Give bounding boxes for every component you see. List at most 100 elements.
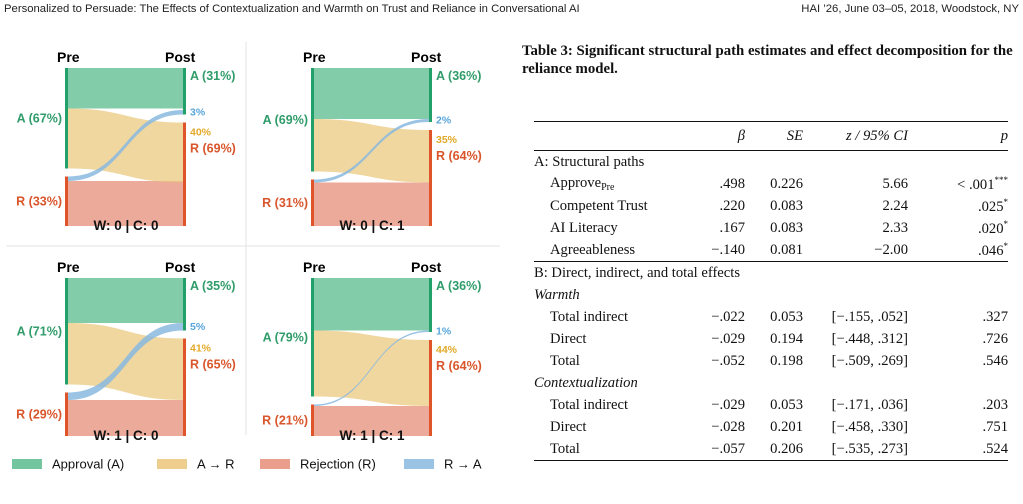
panel-title: W: 0 | C: 1 (339, 218, 405, 233)
running-header-title: Personalized to Persuade: The Effects of… (4, 3, 580, 15)
col-header-se: SE (786, 127, 803, 144)
flow-rejection-to-approval (68, 110, 183, 181)
post-rejection-bar (429, 340, 432, 436)
table-row: AI Literacy .167 0.083 2.33.020* (534, 217, 1008, 239)
post-rejection-bar (183, 122, 186, 226)
sankey-panel: Pre Post A (71%) R (29%) A (35%) 5% 41% R (65%)… (16, 259, 236, 443)
sankey-panel: Pre Post A (67%) R (33%) A (31%) 3% 40% R (69%)… (16, 49, 236, 233)
pre-rejection-label: R (33%) (16, 194, 62, 208)
flow-approval-stay (68, 68, 183, 109)
sankey-panels: Pre Post A (67%) R (33%) A (31%) 3% 40% R (69%)… (16, 49, 482, 443)
post-column-label: Post (411, 259, 442, 275)
sankey-panel: Pre Post A (69%) R (31%) A (36%) 2% 35% R (64%)… (262, 49, 482, 233)
post-approval-bar (429, 68, 432, 122)
col-header-label (534, 122, 692, 151)
row-label-text: AI Literacy (550, 219, 618, 236)
row-label-text: Approve (550, 175, 602, 191)
panel-title: W: 1 | C: 1 (339, 428, 405, 443)
section-heading-row: B: Direct, indirect, and total effects (534, 261, 1008, 285)
section-b-title: B: Direct, indirect, and total effects (534, 264, 740, 281)
ci-cell: [−.155, .052] (831, 308, 908, 325)
pre-rejection-label: R (31%) (262, 196, 308, 210)
beta-cell: −.052 (711, 352, 745, 369)
flow-a-to-r-label: 40% (190, 127, 212, 139)
significance-stars: * (1003, 196, 1009, 207)
se-cell: 0.053 (770, 396, 803, 413)
row-label: Total (550, 440, 580, 457)
se-cell: 0.201 (770, 418, 803, 435)
flow-a-to-r-label: 44% (436, 344, 458, 356)
sankey-panel: Pre Post A (79%) R (21%) A (36%) 1% 44% R (64%)… (262, 259, 482, 443)
flow-approval-stay (68, 278, 183, 323)
table-row: Direct −.029 0.194 [−.448, .312] .726 (534, 328, 1008, 350)
beta-cell: .220 (719, 197, 745, 214)
flow-a-to-r-label: 41% (190, 343, 212, 355)
running-header-venue: HAI ’26, June 03–05, 2018, Woodstock, NY (801, 3, 1019, 15)
pre-approval-bar (311, 278, 314, 397)
flow-rejection-to-approval (314, 330, 429, 406)
section-heading-row: A: Structural paths (534, 150, 1008, 174)
row-label: Direct (550, 330, 587, 347)
flow-rejection-to-approval (68, 323, 183, 400)
se-cell: 0.053 (770, 308, 803, 325)
se-cell: 0.198 (770, 352, 803, 369)
row-label: Total indirect (550, 308, 628, 325)
table-row: Competent Trust .220 0.083 2.24.025* (534, 195, 1008, 217)
row-label: Competent Trust (534, 195, 692, 217)
row-label: Total (550, 352, 580, 369)
flow-r-to-a-label: 5% (190, 321, 206, 333)
flow-rejection-stay (314, 406, 429, 436)
p-cell: .327 (982, 308, 1008, 325)
table-row: Total −.052 0.198 [−.509, .269] .546 (534, 350, 1008, 372)
flow-a-to-r-label: 35% (436, 134, 458, 146)
col-header-beta: β (737, 127, 745, 144)
p-cell: .020* (908, 217, 1008, 239)
se-cell: 0.194 (770, 330, 803, 347)
row-label-text: Competent Trust (550, 197, 648, 214)
pre-approval-label: A (79%) (263, 330, 308, 344)
post-rejection-bar (183, 338, 186, 436)
p-value: .046 (977, 242, 1004, 259)
row-label-text: Agreeableness (550, 241, 636, 258)
p-cell: .726 (982, 330, 1008, 347)
post-approval-label: A (35%) (190, 279, 235, 293)
se-cell: 0.081 (770, 241, 803, 258)
pre-column-label: Pre (303, 259, 326, 275)
col-header-z-ci: z / 95% CI (845, 127, 908, 144)
group-name: Warmth (534, 286, 580, 303)
z-cell: −2.00 (874, 241, 908, 258)
post-approval-bar (183, 68, 186, 115)
flow-approval-stay (314, 68, 429, 119)
se-cell: 0.226 (770, 175, 803, 192)
ci-cell: [−.171, .036] (831, 396, 908, 413)
table-row: Total −.057 0.206 [−.535, .273] .524 (534, 438, 1008, 461)
flow-rejection-stay (68, 181, 183, 226)
pre-approval-label: A (67%) (17, 111, 62, 125)
pre-approval-bar (311, 68, 314, 172)
pre-approval-bar (65, 68, 68, 169)
row-label: Agreeableness (534, 239, 692, 262)
legend-label-r_to_a: R → A (444, 457, 482, 472)
flow-rejection-stay (68, 400, 183, 436)
pre-rejection-bar (65, 176, 68, 226)
legend-label-a_to_r: A → R (197, 457, 235, 472)
p-value: .020 (977, 220, 1004, 237)
legend-swatch-approval (12, 459, 42, 469)
post-column-label: Post (165, 259, 196, 275)
post-rejection-bar (429, 130, 432, 226)
se-cell: 0.083 (770, 219, 803, 236)
group-heading-row: Warmth (534, 284, 1008, 306)
pre-approval-label: A (71%) (17, 324, 62, 338)
se-cell: 0.206 (770, 440, 803, 457)
flow-r-to-a-label: 2% (436, 115, 452, 127)
section-a-title: A: Structural paths (534, 153, 645, 170)
table-caption: Table 3: Significant structural path est… (522, 43, 1013, 77)
flow-r-to-a-label: 1% (436, 325, 452, 337)
post-rejection-label: R (64%) (436, 149, 482, 163)
figure-legend: Approval (A) A → R Rejection (R) R → A (12, 457, 482, 472)
beta-cell: .167 (719, 219, 745, 236)
p-cell: < .001*** (908, 173, 1008, 195)
p-cell: .524 (982, 440, 1008, 457)
post-approval-bar (429, 278, 432, 332)
row-label-subscript: Pre (601, 182, 615, 193)
